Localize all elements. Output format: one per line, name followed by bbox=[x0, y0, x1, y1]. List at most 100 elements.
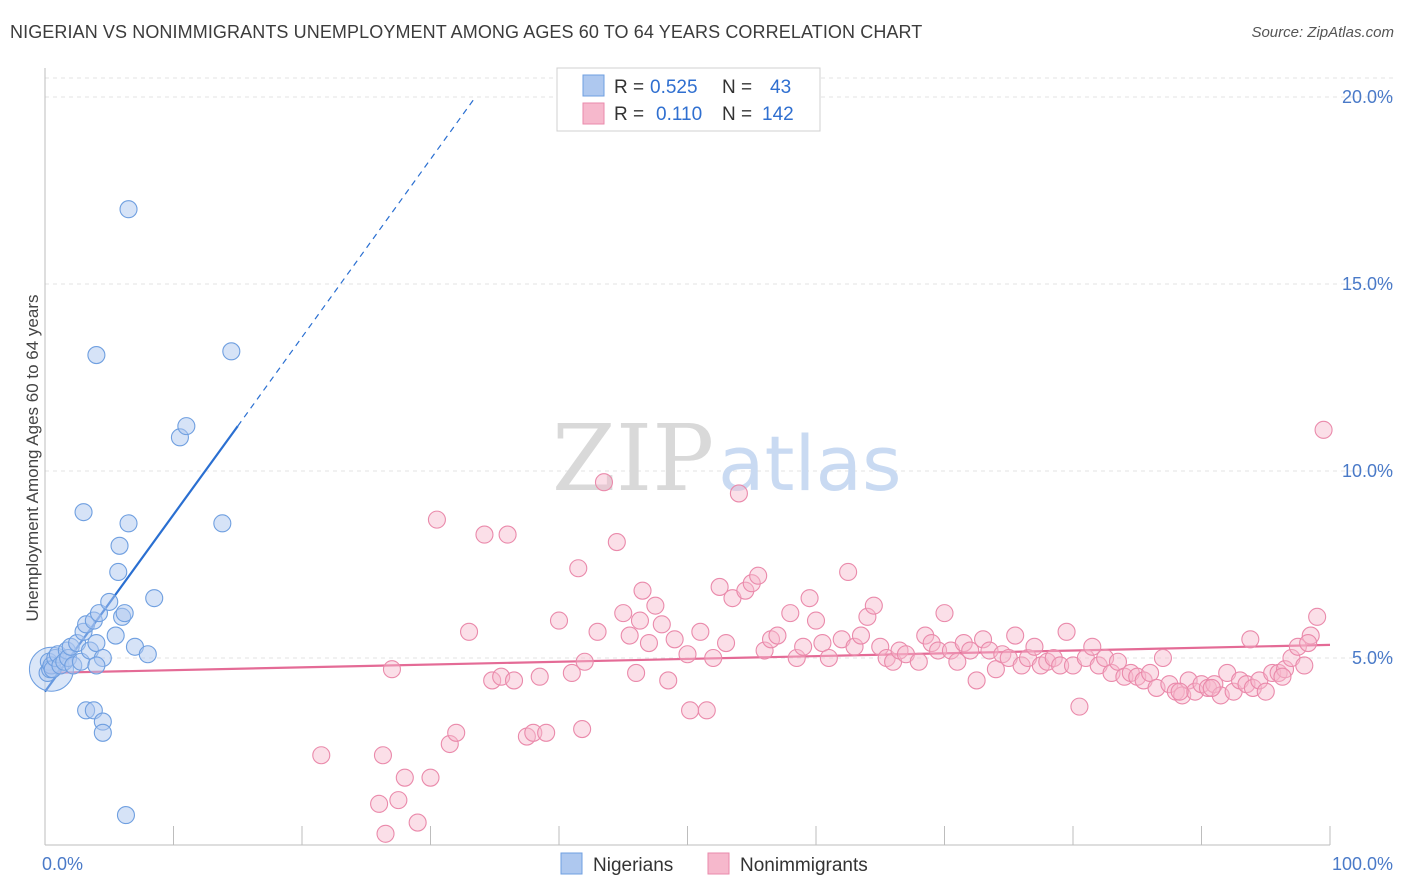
nonimmigrants-point bbox=[1273, 667, 1292, 686]
nonimmigrants-point bbox=[800, 589, 819, 608]
nonimmigrants-point bbox=[710, 577, 729, 596]
nigerians-point bbox=[87, 656, 106, 675]
nonimmigrants-point bbox=[459, 622, 479, 641]
nonimmigrants-point bbox=[1141, 663, 1160, 683]
legend-n-label-1: N = bbox=[722, 77, 752, 98]
nonimmigrants-point bbox=[787, 648, 806, 668]
legend-r-label-2: R = bbox=[614, 104, 644, 125]
nonimmigrants-point bbox=[549, 611, 569, 630]
nigerians-point bbox=[106, 626, 125, 645]
nonimmigrants-point bbox=[1299, 633, 1318, 653]
nonimmigrants-point bbox=[1083, 637, 1102, 656]
nonimmigrants-point bbox=[1160, 675, 1179, 694]
nonimmigrants-point bbox=[691, 622, 710, 641]
nigerians-point bbox=[116, 806, 136, 825]
tick-labels: 5.0% 10.0% 15.0% 20.0% 0.0% 100.0% bbox=[42, 87, 1393, 874]
nonimmigrants-point bbox=[1108, 652, 1128, 671]
nigerians-point bbox=[109, 562, 128, 582]
nonimmigrants-point bbox=[1057, 622, 1076, 641]
nonimmigrants-point bbox=[614, 604, 633, 623]
nonimmigrants-point bbox=[954, 633, 973, 653]
nonimmigrants-point bbox=[1202, 678, 1221, 697]
nonimmigrants-point bbox=[427, 510, 446, 529]
nonimmigrants-legend-label: Nonimmigrants bbox=[740, 855, 868, 876]
nonimmigrants-point bbox=[935, 604, 954, 623]
y-axis-label: Unemployment Among Ages 60 to 64 years bbox=[23, 295, 42, 622]
nigerians-point bbox=[138, 645, 157, 664]
legend-r-label-1: R = bbox=[614, 77, 644, 98]
nonimmigrants-point bbox=[620, 626, 639, 645]
watermark: ZIP atlas bbox=[552, 405, 902, 512]
nonimmigrants-point bbox=[1301, 626, 1320, 645]
nigerians-point bbox=[222, 342, 241, 361]
stats-legend: R = 0.525 N = 43 R = 0.110 N = 142 bbox=[556, 67, 821, 132]
nonimmigrants-point bbox=[704, 648, 723, 668]
nonimmigrants-point bbox=[729, 484, 748, 503]
nonimmigrants-point bbox=[498, 525, 517, 544]
nonimmigrants-point bbox=[395, 768, 414, 787]
nonimmigrants-point bbox=[961, 641, 980, 660]
nigerians-point bbox=[213, 514, 232, 533]
nonimmigrants-point bbox=[408, 813, 427, 832]
nigerians-legend-swatch bbox=[582, 74, 605, 97]
nonimmigrants-point bbox=[639, 633, 659, 653]
nonimmigrants-point bbox=[716, 633, 736, 653]
nigerians-point bbox=[119, 200, 138, 219]
nigerians-point bbox=[93, 723, 112, 742]
nigerians-point bbox=[87, 346, 106, 365]
nonimmigrants-swatch bbox=[707, 852, 730, 875]
y-tick-label: 15.0% bbox=[1342, 274, 1393, 294]
legend-n-value-2: 142 bbox=[762, 104, 794, 125]
nonimmigrants-trend-line bbox=[44, 643, 1331, 675]
nonimmigrants-point bbox=[736, 581, 755, 600]
nonimmigrants-point bbox=[373, 746, 393, 765]
nonimmigrants-point bbox=[916, 626, 935, 645]
nonimmigrants-point bbox=[755, 641, 774, 660]
nonimmigrants-point bbox=[382, 660, 402, 679]
nonimmigrants-point bbox=[483, 671, 502, 690]
watermark-zip: ZIP bbox=[552, 405, 714, 512]
nonimmigrants-point bbox=[1288, 637, 1307, 656]
nonimmigrants-point bbox=[973, 630, 993, 649]
nonimmigrants-point bbox=[1153, 648, 1172, 668]
nonimmigrants-point bbox=[749, 566, 768, 585]
nonimmigrants-point bbox=[806, 611, 826, 630]
legend-r-value-2: 0.110 bbox=[656, 104, 702, 125]
nonimmigrants-point bbox=[1170, 682, 1189, 701]
nonimmigrants-point bbox=[794, 637, 813, 656]
nonimmigrants-point bbox=[864, 596, 883, 615]
nonimmigrants-point bbox=[569, 559, 588, 578]
watermark-atlas: atlas bbox=[718, 419, 902, 508]
nonimmigrants-point bbox=[768, 626, 787, 645]
nonimmigrants-point bbox=[858, 607, 877, 626]
nonimmigrants-point bbox=[1314, 420, 1333, 439]
nonimmigrants-point bbox=[312, 746, 331, 765]
nonimmigrants-point bbox=[389, 791, 408, 810]
nonimmigrants-point bbox=[781, 604, 800, 623]
nonimmigrants-points bbox=[312, 420, 1333, 843]
nonimmigrants-point bbox=[504, 671, 524, 690]
y-tick-label: 10.0% bbox=[1342, 461, 1393, 481]
nonimmigrants-point bbox=[967, 671, 986, 690]
nonimmigrants-point bbox=[678, 645, 697, 664]
nonimmigrants-point bbox=[1275, 660, 1295, 679]
nigerians-point bbox=[87, 633, 106, 653]
nonimmigrants-point bbox=[681, 701, 700, 720]
nigerians-points bbox=[28, 200, 241, 825]
nonimmigrants-point bbox=[659, 671, 678, 690]
nonimmigrants-point bbox=[845, 637, 864, 656]
nonimmigrants-point bbox=[871, 637, 890, 656]
nigerians-point bbox=[74, 503, 93, 522]
y-tick-label: 20.0% bbox=[1342, 87, 1393, 107]
nonimmigrants-point bbox=[475, 525, 494, 544]
nonimmigrants-point bbox=[665, 630, 684, 649]
nonimmigrants-point bbox=[986, 660, 1005, 679]
nonimmigrants-point bbox=[562, 663, 581, 683]
nigerians-point bbox=[145, 589, 164, 608]
axes bbox=[44, 68, 1331, 846]
nonimmigrants-point bbox=[909, 652, 928, 671]
nonimmigrants-point bbox=[1006, 626, 1025, 645]
nonimmigrants-point bbox=[573, 720, 592, 739]
nonimmigrants-point bbox=[1070, 697, 1089, 716]
